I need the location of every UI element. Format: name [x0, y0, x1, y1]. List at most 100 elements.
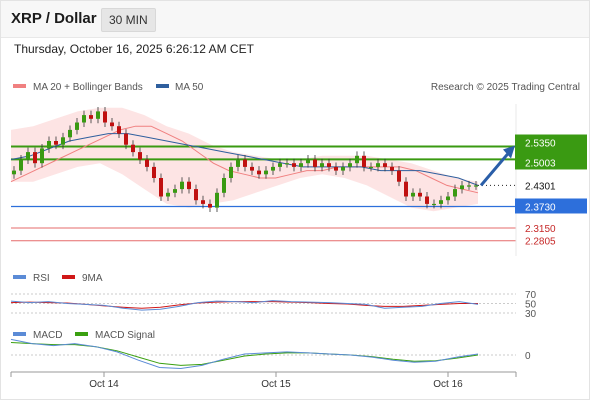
candle-body-64 — [460, 185, 464, 190]
rsi-legend-swatch — [13, 275, 26, 279]
price-levels — [11, 104, 517, 256]
candle-body-11 — [89, 115, 93, 119]
macd-panel: 0 — [10, 338, 531, 370]
candle-body-51 — [369, 166, 373, 169]
candle-body-31 — [229, 166, 233, 178]
candle-body-44 — [320, 163, 324, 167]
rsi-line — [10, 300, 479, 311]
candle-body-4 — [40, 148, 44, 164]
candle-body-2 — [26, 152, 30, 160]
candle-body-46 — [334, 166, 338, 171]
price-labels: 2.4301 2.3730 2.3150 2.2805 2.5350 2.5003 — [515, 134, 587, 248]
macd-legend: MACD MACD Signal — [13, 330, 155, 341]
candle-body-66 — [474, 185, 478, 187]
main-legend: MA 20 + Bollinger Bands MA 50 Research ©… — [13, 82, 580, 93]
price-label-1: 2.5003 — [525, 158, 556, 169]
candle-body-10 — [82, 115, 86, 123]
ma20-legend-swatch — [13, 84, 26, 88]
candle-body-54 — [390, 166, 394, 171]
candle-body-30 — [222, 178, 226, 193]
price-label-3: 2.3730 — [525, 202, 556, 213]
candle-body-36 — [264, 170, 268, 175]
candle-body-20 — [152, 166, 156, 178]
candle-body-55 — [397, 170, 401, 182]
ma20-legend-label: MA 20 + Bollinger Bands — [33, 82, 143, 93]
credit-text: Research © 2025 Trading Central — [431, 82, 580, 93]
candle-body-60 — [432, 203, 436, 206]
candle-body-50 — [362, 155, 366, 167]
arrow-head — [503, 145, 515, 159]
symbol-title: XRP / Dollar — [11, 10, 97, 27]
rsi-ma-legend-swatch — [62, 275, 75, 279]
rsi-ma-legend-label: 9MA — [82, 273, 103, 284]
candle-body-22 — [166, 192, 170, 197]
x-tick-label-0: Oct 14 — [89, 379, 119, 390]
forecast-arrow — [479, 145, 515, 187]
candle-body-13 — [103, 111, 107, 123]
macd-legend-label: MACD — [33, 330, 62, 341]
candle-body-38 — [278, 163, 282, 167]
candlesticks — [12, 106, 478, 213]
price-label-2: 2.4301 — [525, 181, 556, 192]
candle-body-53 — [383, 163, 387, 167]
candle-body-49 — [355, 155, 359, 164]
candle-body-39 — [285, 163, 289, 165]
candle-body-8 — [68, 129, 72, 138]
candle-body-21 — [159, 178, 163, 197]
x-tick-label-1: Oct 15 — [261, 379, 291, 390]
candle-body-23 — [173, 189, 177, 193]
candle-body-7 — [61, 137, 65, 145]
candle-body-48 — [348, 163, 352, 167]
header-bar: XRP / Dollar 30 MIN — [1, 1, 589, 38]
candle-body-57 — [411, 192, 415, 197]
candle-body-52 — [376, 163, 380, 167]
macd-signal-legend-label: MACD Signal — [95, 330, 155, 341]
candle-body-12 — [96, 111, 100, 119]
candle-body-32 — [236, 159, 240, 167]
candle-body-59 — [425, 196, 429, 204]
ma50-legend-label: MA 50 — [175, 82, 204, 93]
timestamp: Thursday, October 16, 2025 6:26:12 AM CE… — [14, 42, 254, 56]
candle-body-33 — [243, 159, 247, 167]
candle-body-41 — [299, 163, 303, 167]
candle-body-65 — [467, 185, 471, 187]
candle-body-43 — [313, 159, 317, 167]
candle-body-16 — [124, 133, 128, 145]
candle-body-5 — [47, 141, 51, 149]
macd-legend-swatch — [13, 332, 26, 336]
candle-body-24 — [180, 181, 184, 190]
price-label-5: 2.2805 — [525, 237, 556, 248]
price-label-bg-3 — [515, 198, 587, 214]
candle-body-42 — [306, 159, 310, 164]
candle-body-17 — [131, 144, 135, 153]
candle-body-61 — [439, 200, 443, 204]
rsi-legend: RSI 9MA — [13, 273, 103, 284]
candle-body-56 — [404, 181, 408, 197]
candle-body-1 — [19, 159, 23, 171]
rsi-tick-0: 70 — [525, 290, 537, 301]
candle-body-40 — [292, 163, 296, 167]
ma20-line — [10, 125, 479, 194]
ma50-legend-swatch — [156, 84, 169, 88]
candle-body-37 — [271, 166, 275, 171]
candle-body-19 — [145, 159, 149, 167]
rsi-tick-2: 30 — [525, 309, 537, 320]
candle-body-28 — [208, 203, 212, 208]
candle-body-14 — [110, 122, 114, 127]
candle-body-45 — [327, 163, 331, 167]
candle-body-15 — [117, 126, 121, 134]
x-axis: Oct 14 Oct 15 Oct 16 — [10, 371, 517, 390]
rsi-tick-1: 50 — [525, 300, 537, 311]
candle-body-47 — [341, 166, 345, 171]
resistance-label-block — [515, 134, 587, 170]
price-label-0: 2.5350 — [525, 139, 556, 150]
macd-tick-0: 0 — [525, 351, 531, 362]
candle-body-27 — [201, 200, 205, 204]
rsi-legend-label: RSI — [33, 273, 50, 284]
x-tick-label-2: Oct 16 — [433, 379, 463, 390]
timeframe-button[interactable]: 30 MIN — [101, 8, 156, 32]
arrow-shaft — [479, 152, 510, 187]
